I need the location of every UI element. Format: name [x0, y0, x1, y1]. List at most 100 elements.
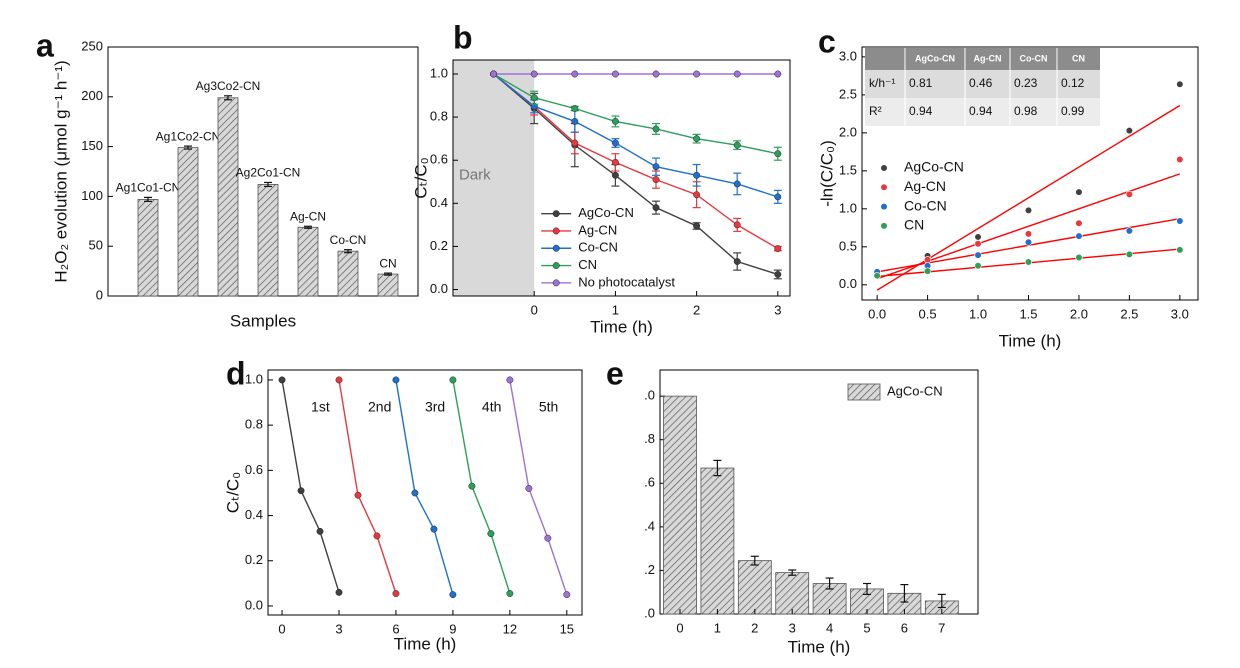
y-tick-label: 3.0	[839, 48, 857, 63]
bar	[663, 395, 697, 615]
table-header	[865, 48, 1100, 70]
series-line	[395, 379, 454, 595]
x-tick-label: 6	[392, 621, 399, 636]
point	[1176, 217, 1184, 225]
bar	[700, 467, 735, 615]
point	[1125, 126, 1133, 135]
point	[1125, 227, 1133, 235]
panel-letter: e	[606, 355, 624, 391]
point	[1075, 219, 1083, 227]
bar-label: Ag1Co2-CN	[156, 129, 221, 143]
x-tick-label: 1	[714, 620, 721, 635]
y-tick-label: 250	[81, 38, 103, 53]
y-tick-label: 0.0	[430, 281, 448, 296]
y-tick-label: 50	[89, 238, 103, 253]
point	[974, 240, 982, 248]
legend-label: Co-CN	[904, 197, 947, 213]
series-line	[509, 379, 568, 595]
marker	[774, 193, 782, 201]
marker	[774, 245, 782, 253]
x-tick-label: 2	[751, 620, 758, 635]
x-tick-label: 2.0	[1070, 306, 1088, 321]
marker	[733, 258, 741, 265]
x-tick-label: 15	[560, 621, 574, 636]
marker	[611, 171, 619, 179]
bar	[737, 560, 772, 615]
legend-marker	[552, 210, 560, 218]
plot-frame	[452, 59, 791, 297]
y-tick-label: .2	[644, 562, 655, 577]
table-cell: 0.12	[1061, 76, 1085, 90]
table-cell: 0.94	[969, 104, 993, 118]
table-cell: k/h⁻¹	[869, 76, 895, 90]
series-label: 2nd	[368, 399, 391, 415]
shaded-region	[453, 60, 535, 296]
y-tick-label: 0.8	[430, 109, 448, 124]
marker	[774, 150, 782, 158]
series-line	[493, 73, 779, 276]
y-tick-label: .8	[644, 431, 655, 446]
y-tick-label: 0.2	[430, 238, 448, 253]
bar	[217, 97, 239, 297]
marker	[335, 588, 343, 596]
table-cell: 0.81	[909, 76, 933, 90]
x-axis-label: Time (h)	[999, 331, 1062, 350]
marker	[733, 70, 741, 78]
x-tick-label: 0	[531, 302, 538, 317]
series-label: 3rd	[425, 399, 445, 415]
point	[923, 256, 932, 264]
marker	[373, 532, 381, 540]
bar-label: Ag3Co2-CN	[196, 79, 261, 93]
plot-frame	[267, 369, 583, 616]
y-tick-label: 150	[81, 138, 103, 153]
table-cell: 0.46	[969, 76, 993, 90]
point	[923, 267, 932, 275]
x-axis-label: Samples	[230, 311, 296, 330]
y-tick-label: 0.2	[245, 552, 263, 567]
point	[1125, 250, 1133, 259]
point	[1024, 230, 1033, 238]
y-axis-label: Cₜ/C₀	[223, 472, 242, 513]
table-cell: R²	[869, 104, 882, 118]
y-tick-label: 0.0	[839, 276, 857, 291]
y-tick-label: .0	[644, 605, 655, 620]
point	[1176, 80, 1184, 88]
point	[1024, 206, 1033, 214]
panel-letter: d	[226, 355, 246, 391]
point	[1024, 258, 1033, 266]
bar	[137, 198, 159, 297]
series-line	[493, 73, 779, 198]
marker	[652, 70, 660, 78]
x-tick-label: 3	[774, 302, 781, 317]
marker	[693, 222, 701, 230]
y-tick-label: 0.0	[245, 597, 263, 612]
legend-marker	[552, 227, 560, 235]
x-tick-label: 0.5	[919, 306, 937, 321]
table-header-cell: Co-CN	[1020, 53, 1048, 63]
marker	[392, 376, 400, 384]
x-tick-label: 1.5	[1019, 306, 1037, 321]
marker	[571, 117, 579, 125]
point	[1075, 188, 1083, 196]
table-row	[865, 70, 1100, 98]
panel-letter: b	[453, 19, 473, 55]
marker	[506, 376, 514, 384]
y-tick-label: 0.8	[245, 417, 263, 432]
table-cell: 0.98	[1014, 104, 1038, 118]
shaded-label: Dark	[459, 167, 491, 184]
marker	[316, 527, 324, 535]
table-header-cell: CN	[1072, 53, 1085, 63]
point	[1075, 232, 1083, 240]
marker	[278, 376, 286, 384]
point	[873, 272, 881, 280]
marker	[430, 525, 438, 533]
legend-label: AgCo-CN	[887, 383, 943, 398]
marker	[530, 94, 538, 102]
series-line	[338, 379, 397, 594]
x-tick-label: 0.0	[868, 306, 886, 321]
marker	[411, 489, 419, 497]
x-tick-label: 2.5	[1120, 306, 1138, 321]
marker	[506, 590, 514, 597]
marker	[449, 376, 457, 384]
